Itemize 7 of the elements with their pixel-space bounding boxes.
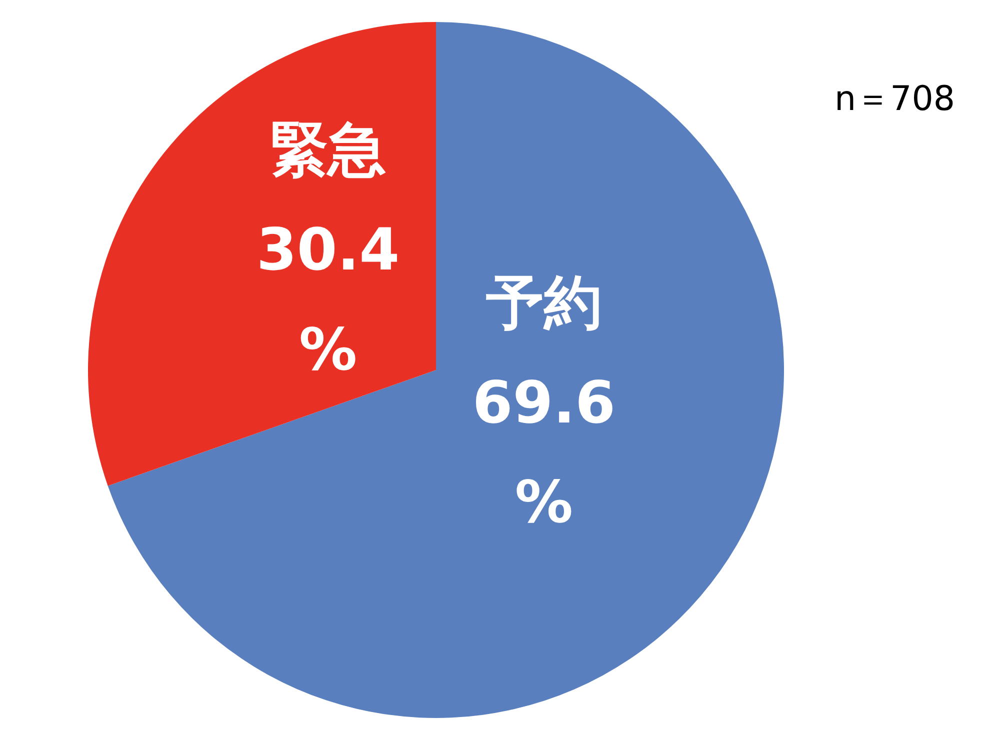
data-label: 69.6% [472,368,616,536]
data-label: 30.4% [256,215,400,384]
pie-slice [88,22,436,486]
text: n＝708 [834,79,955,119]
slice-label: 緊急 [270,115,386,184]
pie-slice [108,22,784,718]
slice-label: 予約 [484,268,602,336]
